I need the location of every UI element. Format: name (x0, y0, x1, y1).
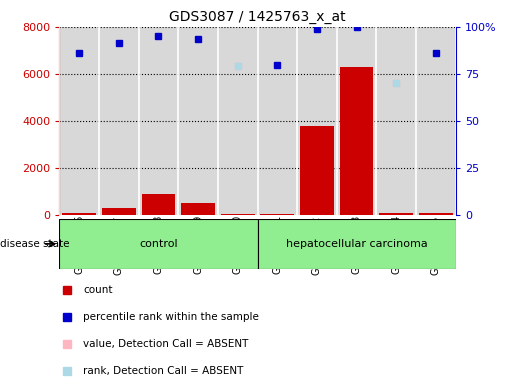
Text: percentile rank within the sample: percentile rank within the sample (83, 312, 259, 322)
Bar (340, 67, 373, 215)
Text: GSM228782: GSM228782 (312, 215, 322, 275)
Text: GSM228786: GSM228786 (74, 215, 84, 275)
Text: GSM228789: GSM228789 (193, 215, 203, 275)
Bar (300, 126, 334, 215)
Bar (102, 208, 135, 215)
Text: rank, Detection Call = ABSENT: rank, Detection Call = ABSENT (83, 366, 244, 376)
Bar (419, 213, 453, 215)
Text: control: control (139, 239, 178, 249)
Text: GSM228787: GSM228787 (114, 215, 124, 275)
Text: hepatocellular carcinoma: hepatocellular carcinoma (286, 239, 427, 249)
Text: GSM228784: GSM228784 (391, 215, 401, 275)
Text: GSM228783: GSM228783 (352, 215, 362, 275)
Bar (221, 214, 254, 215)
Text: GSM228790: GSM228790 (233, 215, 243, 275)
Text: GSM228781: GSM228781 (272, 215, 282, 275)
Text: count: count (83, 285, 112, 295)
Bar (181, 203, 215, 215)
Text: GSM228788: GSM228788 (153, 215, 163, 275)
Bar (142, 194, 175, 215)
Bar (261, 214, 294, 215)
Bar (59, 219, 258, 269)
Title: GDS3087 / 1425763_x_at: GDS3087 / 1425763_x_at (169, 10, 346, 25)
Text: disease state: disease state (0, 239, 70, 249)
Bar (62, 213, 96, 215)
Text: value, Detection Call = ABSENT: value, Detection Call = ABSENT (83, 339, 248, 349)
Bar (380, 213, 413, 215)
Bar (258, 219, 456, 269)
Text: GSM228785: GSM228785 (431, 215, 441, 275)
